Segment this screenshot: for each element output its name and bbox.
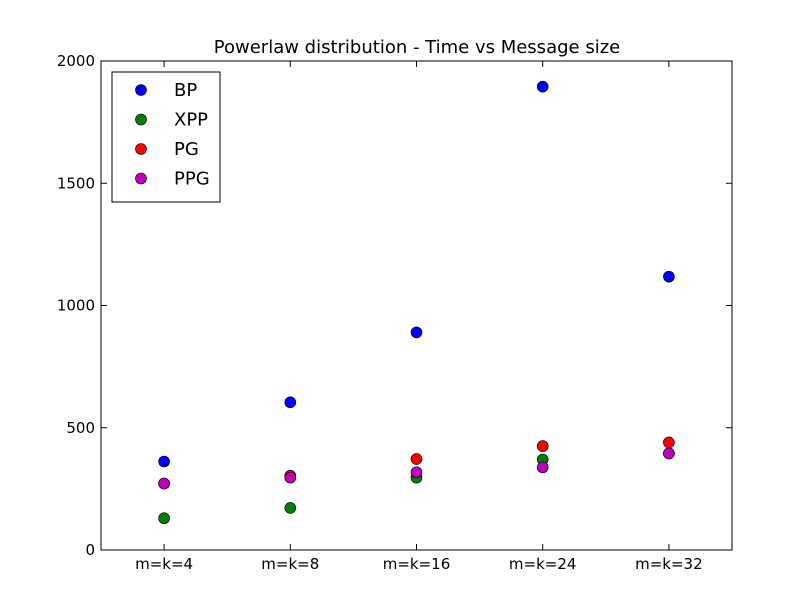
data-point-ppg	[158, 477, 170, 490]
data-point-pg	[536, 440, 549, 452]
data-point-bp	[663, 270, 675, 283]
data-point-ppg	[536, 461, 549, 474]
data-point-bp	[410, 326, 423, 339]
legend-marker-xpp	[135, 113, 147, 126]
data-point-ppg	[663, 447, 675, 460]
data-point-xpp	[284, 502, 297, 514]
data-point-bp	[536, 80, 549, 93]
legend-label-ppg: PPG	[174, 169, 210, 190]
y-tick-label: 1000	[57, 297, 95, 315]
legend-marker-ppg	[135, 172, 147, 185]
x-tick-label: m=k=32	[635, 555, 703, 573]
data-point-ppg	[284, 471, 297, 484]
data-point-bp	[284, 396, 297, 409]
legend-label-xpp: XPP	[174, 110, 208, 131]
data-point-bp	[158, 455, 170, 468]
y-tick-label: 2000	[57, 52, 95, 70]
y-axis: 0 500 1000 1500 2000	[57, 52, 732, 559]
legend: BP XPP PG PPG	[111, 71, 221, 203]
x-tick-label: m=k=4	[135, 555, 193, 573]
legend-marker-pg	[135, 143, 147, 155]
data-point-pg	[663, 436, 675, 449]
data-point-xpp	[158, 512, 170, 525]
legend-label-pg: PG	[174, 139, 199, 160]
x-axis: m=k=4 m=k=8 m=k=16 m=k=24 m=k=32	[135, 61, 703, 573]
data-points	[158, 80, 675, 525]
data-point-pg	[410, 453, 423, 465]
legend-box	[111, 71, 221, 203]
y-tick-label: 1500	[57, 174, 95, 192]
y-tick-label: 500	[66, 419, 95, 437]
y-tick-label: 0	[85, 541, 95, 559]
x-tick-label: m=k=24	[509, 555, 577, 573]
legend-marker-bp	[135, 84, 147, 96]
chart-title: Powerlaw distribution - Time vs Message …	[214, 37, 620, 58]
x-tick-label: m=k=8	[261, 555, 319, 573]
x-tick-label: m=k=16	[383, 555, 451, 573]
legend-label-bp: BP	[174, 80, 197, 101]
data-point-ppg	[410, 466, 423, 479]
